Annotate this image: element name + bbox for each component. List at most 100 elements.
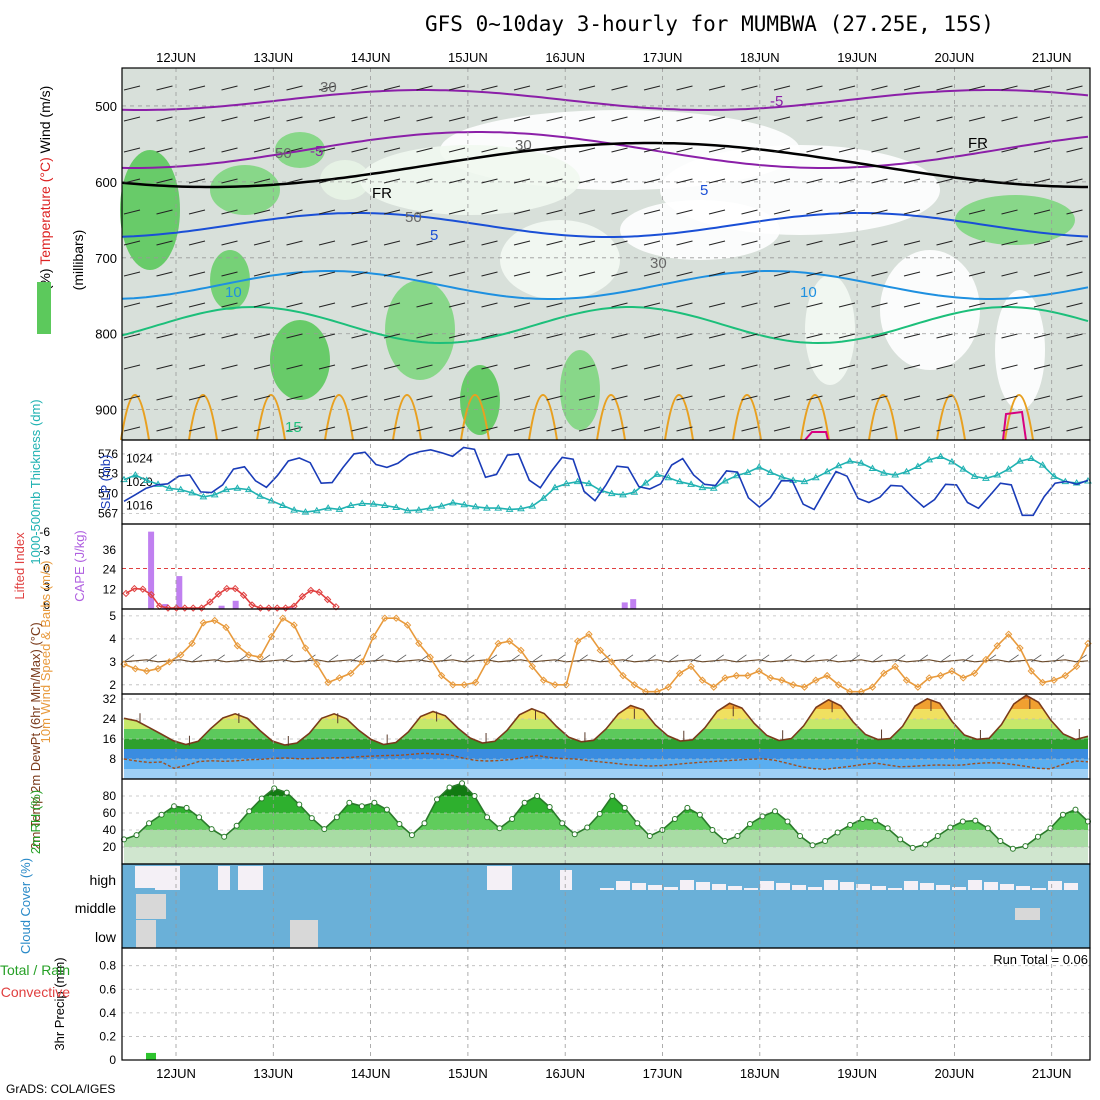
wind-speed-line-point-30 — [460, 681, 468, 689]
thickness-line-point-5 — [176, 485, 185, 493]
wind-speed-line-point-50 — [687, 662, 695, 671]
wind-barb-11-15 — [611, 426, 628, 432]
surface-wind-barb-44 — [622, 654, 634, 663]
wind-barb-11-7 — [351, 426, 368, 432]
rh-line-point-23 — [408, 832, 415, 839]
wind-barb-11-20 — [773, 426, 791, 432]
panel-frame-3 — [121, 608, 1091, 695]
wind-barb-2-29 — [1066, 147, 1083, 153]
wind-barb-0-12 — [513, 85, 531, 91]
thickness-line-point-26 — [414, 506, 423, 513]
pressure-tick-500: 500 — [95, 99, 117, 114]
wind-speed-line-point-8 — [211, 616, 219, 625]
lifted-index-line-point-19 — [281, 604, 290, 612]
thickness-line-point-20 — [346, 501, 355, 508]
thickness-line-point-52 — [709, 484, 718, 491]
wind-barb-10-26 — [968, 395, 986, 401]
wind-barb-11-28 — [1033, 426, 1051, 432]
wind-speed-line-point-55 — [744, 671, 752, 680]
wind-barb-6-25 — [936, 271, 953, 277]
wind-barb-9-26 — [968, 364, 986, 370]
thickness-line-point-53 — [721, 477, 729, 484]
temp-tick-24: 24 — [103, 712, 117, 726]
rh-line-point-29 — [484, 814, 491, 821]
wind-barb-1-3 — [221, 116, 238, 122]
contour-warm-13 — [1004, 394, 1034, 441]
thickness-tick-573: 573 — [98, 467, 118, 481]
rh-line-point-12 — [271, 785, 278, 792]
wind-barb-6-7 — [351, 271, 368, 277]
wind-barb-6-18 — [708, 271, 726, 277]
wind-barb-4-6 — [318, 209, 336, 215]
wind-barb-6-5 — [286, 271, 303, 277]
surface-wind-barb-66 — [872, 654, 883, 663]
wind-barb-11-14 — [578, 426, 596, 432]
lifted-index-line-point-25 — [332, 603, 340, 611]
wind-tick-3: 3 — [109, 655, 116, 669]
cloud-high-bar-9 — [744, 888, 758, 890]
wind-speed-line-point-80 — [1027, 667, 1035, 675]
contour-label-13: 50 — [405, 209, 422, 226]
thickness-line-point-73 — [948, 457, 956, 465]
rh-line-point-31 — [509, 815, 516, 822]
wind-barb-4-14 — [578, 209, 596, 215]
thickness-line-point-28 — [437, 502, 446, 509]
thickness-line-point-25 — [403, 506, 412, 514]
wind-speed-line-point-57 — [766, 674, 775, 682]
wind-barb-11-13 — [546, 426, 563, 432]
wind-speed-line-point-33 — [494, 639, 502, 648]
rh-line-point-52 — [772, 808, 779, 815]
surface-wind-barb-26 — [418, 654, 430, 663]
thickness-tick-570: 570 — [98, 487, 118, 501]
wind-speed-line-point-63 — [834, 681, 843, 689]
cloud-block-2 — [218, 866, 230, 890]
surface-wind-barb-22 — [373, 654, 384, 663]
wind-barb-3-5 — [286, 178, 303, 184]
thickness-line-point-70 — [913, 462, 922, 469]
wind-barb-7-11 — [481, 302, 498, 308]
wind-barb-5-19 — [741, 240, 758, 246]
wind-speed-line-point-1 — [131, 665, 140, 673]
wind-barb-3-9 — [416, 178, 433, 184]
wind-barb-1-23 — [871, 116, 888, 122]
precip-tick-0.4: 0.4 — [99, 1006, 116, 1020]
cape-axis-label: CAPE (J/kg) — [72, 530, 87, 602]
date-top-13JUN: 13JUN — [253, 50, 293, 65]
rh-line-point-42 — [646, 832, 653, 839]
wind-barb-1-15 — [611, 116, 628, 122]
wind-speed-line-point-40 — [573, 637, 582, 645]
wind-barb-4-12 — [513, 209, 531, 215]
surface-wind-barb-18 — [327, 654, 339, 663]
wind-barb-0-29 — [1066, 85, 1083, 91]
wind-barb-10-16 — [643, 395, 661, 401]
wind-speed-line-point-60 — [800, 683, 809, 691]
wind-speed-line-point-77 — [993, 642, 1001, 650]
wind-barb-3-24 — [903, 178, 921, 184]
wind-barb-9-2 — [188, 364, 206, 370]
wind-barb-10-6 — [318, 395, 336, 401]
lifted-index-line-point-15 — [248, 601, 256, 609]
wind-barb-9-11 — [481, 364, 498, 370]
wind-barb-3-13 — [546, 178, 563, 184]
thickness-line-point-67 — [879, 469, 888, 476]
rh-line-point-58 — [847, 821, 854, 828]
thickness-line-point-18 — [324, 504, 333, 511]
thickness-line-point-71 — [925, 455, 934, 463]
contour-warm-7 — [596, 394, 626, 441]
wind-barb-2-14 — [578, 147, 596, 153]
rh-tick-20: 20 — [103, 840, 117, 854]
wind-barb-0-20 — [773, 85, 791, 91]
wind-barb-4-21 — [806, 209, 823, 215]
contour-warm-9 — [732, 394, 762, 441]
wind-speed-line-point-31 — [471, 678, 480, 687]
wind-barb-10-20 — [773, 395, 791, 401]
wind-barb-7-6 — [318, 302, 336, 308]
wind-barb-2-9 — [416, 147, 433, 153]
wind-barb-7-13 — [546, 302, 563, 308]
wind-barb-11-1 — [156, 426, 173, 432]
wind-barb-5-20 — [773, 240, 791, 246]
wind-barb-5-21 — [806, 240, 823, 246]
cape-tick-36: 36 — [103, 543, 117, 557]
contour-warm-0 — [120, 394, 150, 441]
wind-barb-6-4 — [253, 271, 271, 277]
